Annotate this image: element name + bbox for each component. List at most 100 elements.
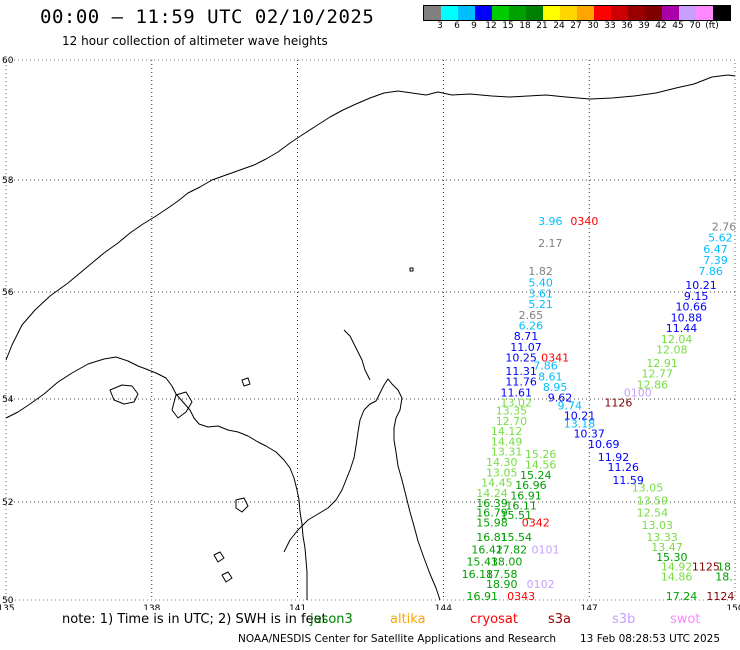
wave-height-label: 14.12	[491, 425, 523, 438]
colorbar-swatch	[679, 6, 696, 20]
colorbar-swatch	[696, 6, 713, 20]
colorbar-swatch	[560, 6, 577, 20]
wave-height-label: 3.96	[538, 215, 563, 228]
wave-height-label: 12.70	[496, 415, 528, 428]
wave-height-label: 13.05	[486, 466, 518, 479]
wave-height-label: 16.79	[476, 507, 508, 520]
wave-height-label: 12.08	[656, 344, 688, 357]
colorbar-swatch	[475, 6, 492, 20]
colorbar-tick-label: 3	[437, 21, 443, 31]
mission-swot: swot	[670, 612, 701, 627]
wave-height-label: 1.82	[528, 265, 553, 278]
wave-height-label: 16.42	[471, 543, 503, 556]
wave-height-label: 0102	[527, 578, 555, 591]
colorbar-swatch	[458, 6, 475, 20]
coastline-segment	[409, 267, 414, 272]
wave-height-label: 7.86	[698, 265, 723, 278]
footer-credit: NOAA/NESDIS Center for Satellite Applica…	[238, 633, 556, 645]
wave-height-label: 0343	[507, 590, 535, 603]
wave-height-label: 12.91	[646, 357, 678, 370]
wave-height-label: 14.56	[525, 459, 557, 472]
colorbar-tick-label: 9	[471, 21, 477, 31]
wave-height-label: 2.76	[712, 220, 737, 233]
wave-height-label: 6.26	[519, 319, 544, 332]
mission-altika: altika	[390, 612, 426, 627]
longitude-label: 144	[435, 604, 452, 610]
wave-height-label: 12.86	[637, 378, 669, 391]
wave-height-label: 10.88	[671, 311, 703, 324]
wave-height-label: 2.65	[519, 309, 544, 322]
wave-height-label: 14.24	[476, 487, 508, 500]
coastline-segment	[5, 356, 139, 419]
colorbar-tick-label: 30	[587, 21, 599, 31]
mission-jason3: jason3	[310, 612, 353, 627]
wave-height-label: 16.91	[510, 489, 542, 502]
wave-height-label: 18	[717, 561, 731, 574]
mission-s3a: s3a	[548, 612, 572, 627]
colorbar-swatch	[509, 6, 526, 20]
latitude-label: 50	[2, 596, 14, 606]
wave-height-label: 10.21	[685, 279, 717, 292]
wave-height-label: 8.61	[538, 370, 563, 383]
wave-height-label: 2.17	[538, 237, 563, 250]
colorbar-tick-label: 21	[536, 21, 548, 31]
colorbar-tick-label: (ft)	[705, 21, 719, 31]
longitude-label: 141	[289, 604, 306, 610]
wave-height-label: 5.21	[528, 298, 553, 311]
wave-height-label: 14.92	[661, 561, 693, 574]
colorbar-swatch	[424, 6, 441, 20]
colorbar-legend	[423, 5, 731, 21]
colorbar-tick-label: 45	[672, 21, 684, 31]
wave-height-label: 11.26	[607, 461, 639, 474]
wave-height-label: 13.31	[491, 446, 523, 459]
mission-cryosat: cryosat	[470, 612, 518, 627]
wave-height-label: 17.58	[486, 568, 518, 581]
wave-height-label: 13.02	[501, 397, 533, 410]
page-title: 00:00 – 11:59 UTC 02/10/2025	[40, 6, 375, 28]
longitude-label: 147	[581, 604, 598, 610]
wave-height-label: 6.47	[703, 243, 728, 256]
wave-height-label: 15.43	[467, 556, 499, 569]
colorbar-tick-label: 39	[638, 21, 650, 31]
graticule	[5, 59, 736, 601]
wave-height-label: 11.07	[510, 341, 542, 354]
wave-height-label: 10.69	[588, 438, 620, 451]
wave-height-label: 16.11	[505, 499, 537, 512]
longitude-label: 150	[726, 604, 740, 610]
wave-height-label: 13.59	[637, 494, 669, 507]
colorbar-swatch	[628, 6, 645, 20]
colorbar-tick-label: 27	[570, 21, 582, 31]
wave-height-label: 9.62	[548, 392, 573, 405]
wave-height-label: 9.74	[558, 399, 583, 412]
wave-height-label: 13.47	[651, 541, 683, 554]
wave-height-label: 8.71	[514, 330, 539, 343]
wave-height-label: 16.18	[462, 568, 494, 581]
colorbar-swatch	[713, 6, 730, 20]
coastline	[5, 74, 736, 601]
wave-height-label: 12.54	[637, 507, 669, 520]
wave-height-label: 0341	[541, 352, 569, 365]
coastline-segment	[137, 365, 308, 600]
wave-height-label: 14.45	[481, 477, 513, 490]
wave-height-label: 8.95	[543, 381, 568, 394]
colorbar-swatch	[594, 6, 611, 20]
wave-height-label: 13.35	[496, 404, 528, 417]
colorbar-swatch	[543, 6, 560, 20]
wave-height-label: 13.03	[641, 519, 673, 532]
wave-height-label: 13.18	[564, 417, 596, 430]
map-frame	[5, 59, 736, 601]
colorbar-swatch	[645, 6, 662, 20]
wave-height-label: 18.00	[491, 556, 523, 569]
footer-generated-time: 13 Feb 08:28:53 UTC 2025	[580, 633, 720, 645]
wave-height-label: 0340	[570, 215, 598, 228]
longitude-label: 138	[143, 604, 160, 610]
wave-height-label: 16.81	[476, 531, 508, 544]
coastline-segment	[343, 329, 371, 381]
colorbar-tick-label: 15	[502, 21, 514, 31]
colorbar-tick-label: 36	[621, 21, 633, 31]
wave-height-label: 16.39	[476, 497, 508, 510]
wave-height-label: 7.39	[703, 254, 728, 267]
coastline-segment	[221, 571, 233, 583]
latitude-label: 56	[2, 288, 14, 298]
